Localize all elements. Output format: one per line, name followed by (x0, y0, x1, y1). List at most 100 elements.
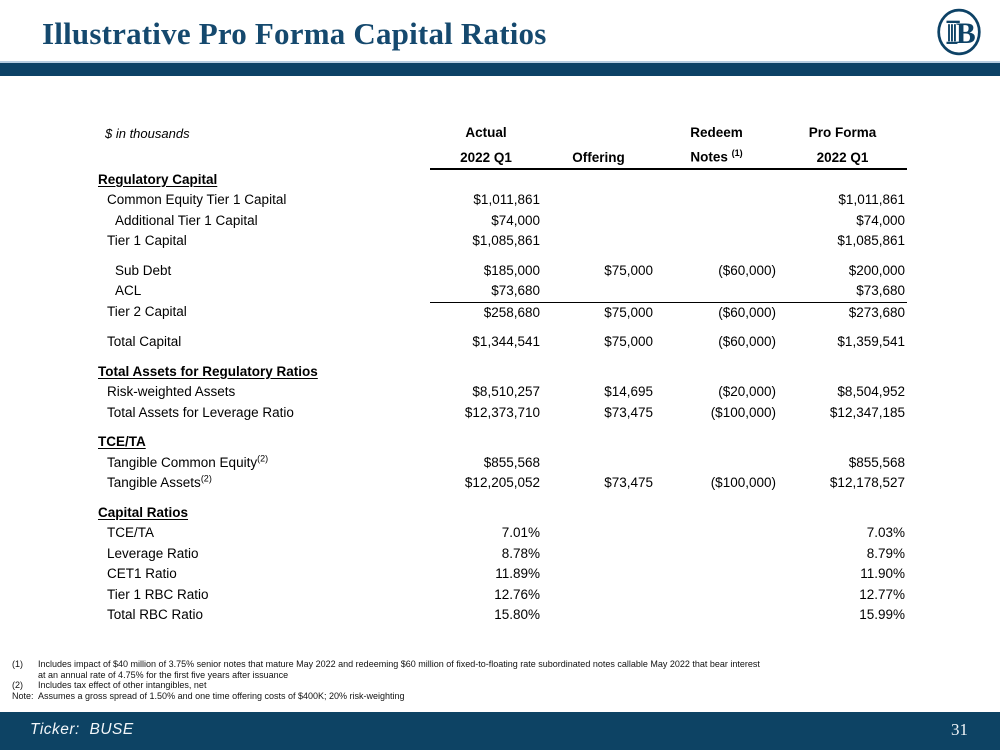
spacer-row (97, 323, 907, 332)
cell-value (542, 605, 655, 626)
cell-value (655, 605, 778, 626)
cell-value: 15.99% (859, 607, 905, 622)
cell-value: $200,000 (848, 262, 905, 278)
table-header: $ in thousands Actual Redeem Pro Forma 2… (97, 121, 907, 170)
row-label: Risk-weighted Assets (107, 384, 236, 399)
cell-value (542, 281, 655, 303)
cell-value: $855,568 (848, 454, 905, 470)
row-label: Leverage Ratio (107, 545, 199, 561)
cell-value: $12,347,185 (829, 404, 905, 420)
cell-value: ($100,000) (710, 475, 776, 490)
page-number: 31 (951, 720, 968, 739)
col-header-actual-line2: 2022 Q1 (430, 143, 542, 170)
cell-value (655, 544, 778, 565)
footnote-row: (1) Includes impact of $40 million of 3.7… (12, 659, 787, 680)
col-header-redeem-line1: Redeem (690, 125, 743, 140)
cell-value (655, 231, 778, 252)
cell-value: 8.78% (501, 545, 540, 561)
cell-value (542, 564, 655, 585)
cell-value: $12,178,527 (829, 475, 905, 490)
cell-value: $75,000 (604, 262, 653, 278)
footnote-marker: (1) (12, 659, 23, 669)
cell-value (655, 281, 778, 303)
spacer-row (97, 353, 907, 362)
row-label: Total Assets for Leverage Ratio (107, 404, 294, 420)
row-label: Additional Tier 1 Capital (115, 212, 258, 228)
row-label: ACL (115, 283, 142, 299)
row-label: TCE/TA (107, 525, 154, 540)
cell-value: $855,568 (483, 454, 540, 470)
footnote-ref-2: (2) (257, 453, 269, 463)
cell-value: ($20,000) (718, 384, 776, 399)
page-title: Illustrative Pro Forma Capital Ratios (42, 16, 547, 51)
cell-value (542, 544, 655, 565)
cell-value: $1,344,541 (472, 334, 540, 349)
header-divider-bar (0, 61, 1000, 76)
spacer-cell (97, 423, 907, 432)
spacer-cell (97, 353, 907, 362)
row-label: Tier 2 Capital (107, 304, 187, 320)
row-label: Total Capital (107, 334, 182, 349)
row-label: Tier 1 RBC Ratio (107, 586, 209, 602)
table-row: Total RBC Ratio 15.80% 15.99% (97, 605, 907, 626)
footnote-text: Assumes a gross spread of 1.50% and one … (38, 690, 405, 701)
table-row: Tangible Common Equity(2) $855,568 $855,56… (97, 453, 907, 474)
cell-value: $273,680 (848, 304, 905, 320)
table-row: Total Capital $1,344,541 $75,000 ($60,000) $… (97, 332, 907, 353)
section-row: Total Assets for Regulatory Ratios (97, 362, 907, 383)
cell-value: $73,475 (604, 475, 653, 490)
spacer-cell (97, 494, 907, 503)
footnote-ref-1: (1) (731, 148, 743, 158)
cell-value (655, 564, 778, 585)
table-row: Tier 1 Capital $1,085,861 $1,085,861 (97, 231, 907, 252)
cell-value (655, 190, 778, 211)
cell-value: $73,680 (430, 281, 542, 303)
section-row: Capital Ratios (97, 503, 907, 524)
row-label: Common Equity Tier 1 Capital (107, 192, 287, 207)
cell-value (542, 190, 655, 211)
col-header-proforma-line2: 2022 Q1 (778, 143, 907, 170)
row-label: CET1 Ratio (107, 566, 177, 581)
spacer-row (97, 423, 907, 432)
table-row: Risk-weighted Assets $8,510,257 $14,695 ($2… (97, 382, 907, 403)
cell-value: $8,504,952 (837, 384, 905, 399)
cell-value: $1,085,861 (472, 233, 540, 248)
table-row: CET1 Ratio 11.89% 11.90% (97, 564, 907, 585)
cell-value: ($60,000) (718, 304, 776, 320)
busey-pillar-b-logo: B (937, 8, 981, 56)
cell-value: 11.90% (860, 566, 905, 581)
capital-table-body: Regulatory Capital Common Equity Tier 1 C… (97, 169, 907, 626)
cell-value (655, 523, 778, 544)
footnote-marker: Note: (12, 690, 34, 701)
cell-value: 12.76% (494, 586, 540, 602)
cell-value: $73,475 (604, 404, 653, 420)
cell-value: 8.79% (866, 545, 905, 561)
footnote-row: Note: Assumes a gross spread of 1.50% and… (12, 691, 787, 702)
col-header-proforma-line1: Pro Forma (808, 125, 877, 140)
cell-value (542, 453, 655, 474)
col-header-offering-line2: Offering (542, 143, 655, 170)
table-row: Additional Tier 1 Capital $74,000 $74,000 (97, 211, 907, 232)
table-row: ACL $73,680 $73,680 (97, 281, 907, 303)
cell-value (655, 585, 778, 606)
table-row: Leverage Ratio 8.78% 8.79% (97, 544, 907, 565)
table-row: Tangible Assets(2) $12,205,052 $73,475 ($10… (97, 473, 907, 494)
cell-value (542, 585, 655, 606)
footnote-marker: (2) (12, 680, 23, 690)
cell-value (655, 211, 778, 232)
table-row: Common Equity Tier 1 Capital $1,011,861 $1… (97, 190, 907, 211)
spacer-row (97, 252, 907, 261)
footer-bar: Ticker: BUSE 31 (0, 712, 1000, 750)
spacer-cell (97, 323, 907, 332)
footnote-text: Includes tax effect of other intangibles… (38, 680, 207, 690)
cell-value: 7.01% (501, 525, 540, 540)
section-row: TCE/TA (97, 432, 907, 453)
section-heading: Capital Ratios (98, 504, 189, 520)
cell-value: $1,085,861 (837, 233, 905, 248)
footnote-row: (2) Includes tax effect of other intangib… (12, 680, 787, 691)
cell-value: $185,000 (483, 262, 540, 278)
row-label: Sub Debt (115, 262, 172, 278)
row-label: Total RBC Ratio (107, 607, 204, 622)
cell-value: $75,000 (604, 334, 653, 349)
cell-value: 15.80% (494, 607, 540, 622)
